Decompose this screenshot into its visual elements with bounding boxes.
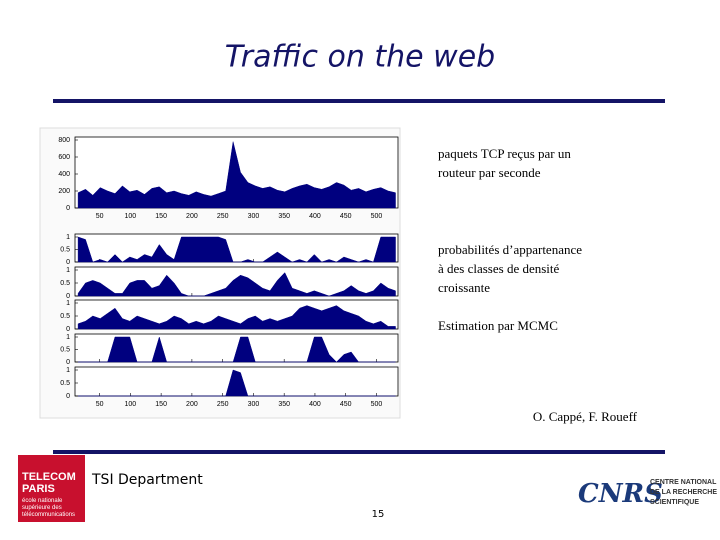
- area: [77, 305, 396, 330]
- x-tick-label: 50: [96, 401, 104, 408]
- y-tick-label: 0.5: [60, 346, 70, 353]
- y-tick-label: 0.5: [60, 380, 70, 387]
- x-tick-label: 400: [309, 213, 321, 220]
- y-tick-label: 0.5: [60, 246, 70, 253]
- logo-text: télécommunications: [22, 512, 75, 518]
- area: [77, 236, 396, 263]
- x-tick-label: 350: [278, 401, 290, 408]
- y-tick-label: 800: [58, 137, 70, 144]
- annotation: Estimation par MCMC: [438, 318, 558, 333]
- annotation: croissante: [438, 280, 490, 295]
- x-tick-label: 450: [340, 401, 352, 408]
- x-tick-label: 400: [309, 401, 321, 408]
- area: [78, 336, 396, 363]
- y-tick-label: 200: [58, 188, 70, 195]
- annotation: routeur par seconde: [438, 165, 541, 180]
- area: [77, 141, 396, 209]
- department: TSI Department: [91, 472, 203, 488]
- x-tick-label: 250: [217, 401, 229, 408]
- y-tick-label: 0.5: [60, 313, 70, 320]
- area: [77, 272, 396, 297]
- y-tick-label: 1: [66, 300, 70, 307]
- plot-area: [74, 233, 399, 263]
- x-tick-label: 200: [186, 401, 198, 408]
- logo-text: supérieure des: [22, 505, 62, 511]
- x-tick-label: 150: [155, 401, 167, 408]
- y-tick-label: 1: [66, 367, 70, 374]
- x-tick-label: 500: [371, 213, 383, 220]
- y-tick-label: 1: [66, 267, 70, 274]
- y-tick-label: 400: [58, 171, 70, 178]
- x-tick-label: 350: [278, 213, 290, 220]
- y-tick-label: 600: [58, 154, 70, 161]
- logo-text: PARIS: [22, 483, 55, 495]
- x-tick-label: 200: [186, 213, 198, 220]
- y-tick-label: 0: [66, 359, 70, 366]
- y-tick-label: 0: [66, 293, 70, 300]
- y-tick-label: 0: [66, 326, 70, 333]
- x-tick-label: 100: [125, 213, 137, 220]
- logo-text: CENTRE NATIONAL: [650, 479, 717, 486]
- x-tick-label: 500: [371, 401, 383, 408]
- x-tick-label: 150: [155, 213, 167, 220]
- logo-text: TELECOM: [22, 471, 76, 483]
- y-tick-label: 0: [66, 259, 70, 266]
- x-tick-label: 300: [248, 401, 260, 408]
- y-tick-label: 0: [66, 393, 70, 400]
- logo-text: SCIENTIFIQUE: [650, 499, 699, 506]
- y-tick-label: 1: [66, 234, 70, 241]
- logo-text: école nationale: [22, 498, 63, 504]
- cnrs-logo: CNRS: [578, 479, 663, 509]
- x-tick-label: 250: [217, 213, 229, 220]
- slide-title: Traffic on the web: [225, 40, 495, 75]
- logo-text: DE LA RECHERCHE: [650, 489, 717, 496]
- annotation: à des classes de densité: [438, 261, 560, 276]
- y-tick-label: 0.5: [60, 280, 70, 287]
- x-tick-label: 450: [340, 213, 352, 220]
- authors: O. Cappé, F. Roueff: [533, 409, 638, 424]
- x-tick-label: 100: [125, 401, 137, 408]
- left-logo-box: [18, 455, 85, 522]
- area: [78, 369, 396, 397]
- x-tick-label: 50: [96, 213, 104, 220]
- annotation: probabilités d’appartenance: [438, 242, 582, 257]
- x-tick-label: 300: [248, 213, 260, 220]
- annotation: paquets TCP reçus par un: [438, 146, 571, 161]
- y-tick-label: 0: [66, 205, 70, 212]
- page-number: 15: [372, 509, 385, 520]
- y-tick-label: 1: [66, 334, 70, 341]
